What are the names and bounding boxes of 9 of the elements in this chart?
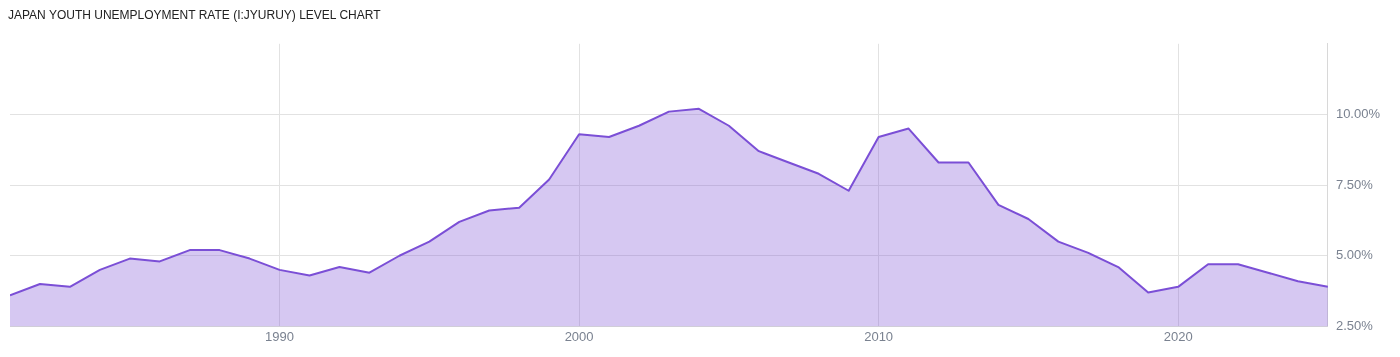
x-tick-label: 1990 bbox=[265, 328, 295, 344]
x-tick-label: 2020 bbox=[1163, 328, 1193, 344]
y-tick-label: 7.50% bbox=[1335, 176, 1374, 192]
y-tick-label: 10.00% bbox=[1335, 106, 1381, 122]
x-tick-label: 2000 bbox=[564, 328, 594, 344]
y-tick-label: 5.00% bbox=[1335, 247, 1374, 263]
x-tick-label: 2010 bbox=[864, 328, 894, 344]
y-tick-label: 2.50% bbox=[1335, 317, 1374, 333]
chart-title: JAPAN YOUTH UNEMPLOYMENT RATE (I:JYURUY) LEVEL CHART bbox=[8, 8, 382, 22]
